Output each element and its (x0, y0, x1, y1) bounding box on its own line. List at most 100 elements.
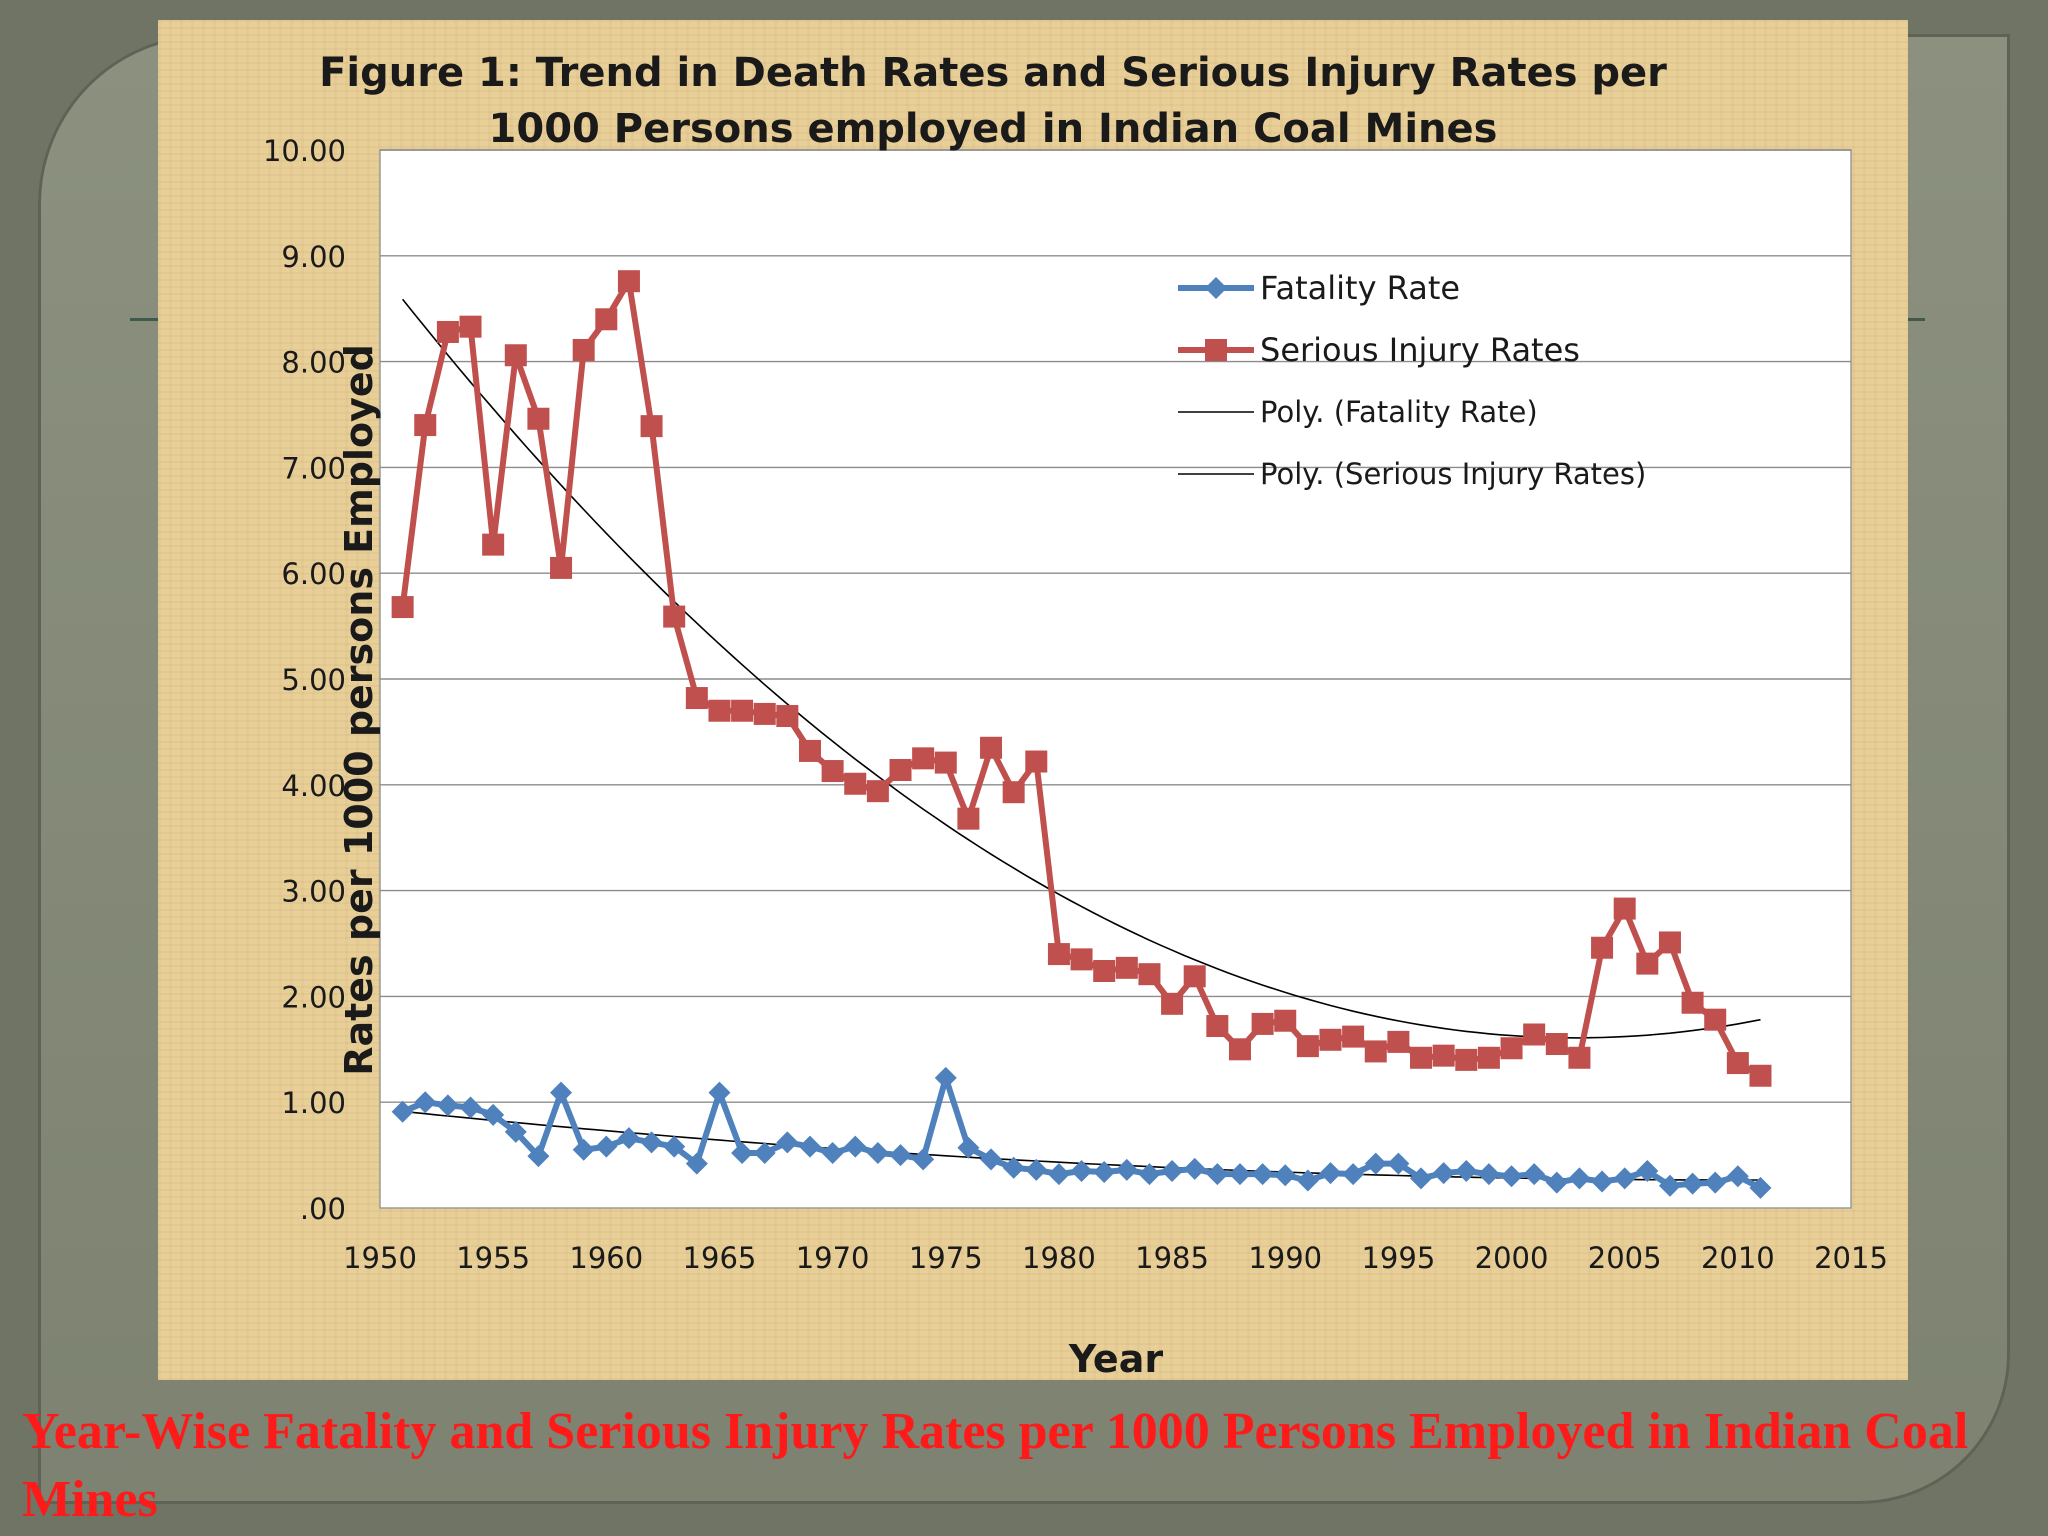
slide-caption: Year-Wise Fatality and Serious Injury Ra… (22, 1403, 1969, 1528)
fatality-rate-point (663, 1135, 686, 1158)
fatality-rate-point (1138, 1163, 1161, 1186)
fatality-rate-point (1070, 1159, 1093, 1182)
y-tick-labels: .00 1.00 2.00 3.00 4.00 5.00 6.00 7.00 8.00 9.00 1… (263, 134, 346, 1226)
fatality-rate-point (1025, 1158, 1048, 1181)
x-tick-label: 1995 (1361, 1241, 1435, 1275)
serious-injury-rates-point (776, 705, 799, 728)
serious-injury-rates-point (708, 699, 731, 722)
serious-injury-rates-point (1364, 1040, 1387, 1063)
serious-injury-rates-point (1296, 1035, 1319, 1058)
serious-injury-rates-point (844, 772, 867, 795)
fatality-rate-point (1432, 1162, 1455, 1185)
fatality-rate-point (1387, 1152, 1410, 1175)
serious-injury-rates-point (1410, 1046, 1433, 1069)
serious-injury-rates-point (1658, 931, 1681, 954)
fatality-rate-point (1274, 1164, 1297, 1187)
x-tick-label: 2015 (1814, 1241, 1888, 1275)
fatality-rate-point (572, 1138, 595, 1161)
fatality-rate-point (1183, 1157, 1206, 1180)
serious-injury-rates-point (1704, 1008, 1727, 1031)
y-tick-label: 1.00 (281, 1086, 346, 1120)
fatality-rate-point (1047, 1163, 1070, 1186)
fatality-rate-point (482, 1103, 505, 1126)
fatality-rate-point (391, 1100, 414, 1123)
fatality-rate-point (1545, 1171, 1568, 1194)
fatality-rate-point (640, 1131, 663, 1154)
fatality-rate-point (685, 1152, 708, 1175)
serious-injury-rates-point (889, 758, 912, 781)
serious-injury-rates-point (1206, 1015, 1229, 1038)
fatality-rate-point (1251, 1163, 1274, 1186)
fatality-rate-point (1636, 1159, 1659, 1182)
x-tick-label: 1990 (1248, 1241, 1322, 1275)
serious-injury-rates-point (1183, 965, 1206, 988)
serious-injury-rates-point (1025, 750, 1048, 773)
serious-injury-rates-point (1477, 1046, 1500, 1069)
serious-injury-rates-point (1500, 1037, 1523, 1060)
serious-injury-rates-point (436, 320, 459, 343)
fatality-rate-point (1726, 1165, 1749, 1188)
serious-injury-rates-point (1613, 897, 1636, 920)
y-axis-label: Rates per 1000 persons Employed (337, 344, 381, 1076)
chart-title-line-2: 1000 Persons employed in Indian Coal Min… (489, 106, 1498, 152)
serious-injury-rates-point (1545, 1033, 1568, 1056)
fatality-rate-point (957, 1136, 980, 1159)
fatality-rate-point (1364, 1152, 1387, 1175)
x-tick-label: 1960 (569, 1241, 643, 1275)
fatality-rate-point (459, 1096, 482, 1119)
serious-injury-rates-point (640, 415, 663, 438)
serious-injury-rates-point (1319, 1028, 1342, 1051)
serious-injury-rates-point (957, 807, 980, 830)
serious-injury-rates-point (391, 596, 414, 619)
serious-injury-rates-point (866, 780, 889, 803)
fatality-rate-point (1319, 1162, 1342, 1185)
serious-injury-rates-point (504, 344, 527, 367)
fatality-rate-point (980, 1148, 1003, 1171)
legend-swatch-marker (1205, 277, 1227, 299)
gridlines (380, 149, 1851, 1103)
serious-injury-rates-point (1726, 1052, 1749, 1075)
serious-injury-rates-point (798, 739, 821, 762)
chart-panel: .00 1.00 2.00 3.00 4.00 5.00 6.00 7.00 8.00 9.00 1… (158, 20, 1908, 1380)
fatality-rate-point (912, 1148, 935, 1171)
x-axis-label: Year (1068, 1337, 1163, 1380)
serious-injury-rates-point (1591, 936, 1614, 959)
serious-injury-rates-point (1228, 1038, 1251, 1061)
serious-injury-rates-point (731, 699, 754, 722)
serious-injury-rates-point (1274, 1009, 1297, 1032)
fatality-rate-point (753, 1141, 776, 1164)
x-tick-label: 1950 (343, 1241, 417, 1275)
legend: Fatality Rate Serious Injury Rates Poly. (… (1178, 269, 1646, 491)
y-tick-label: .00 (300, 1192, 346, 1226)
fatality-rate-point (1161, 1159, 1184, 1182)
fatality-rate-point (504, 1120, 527, 1143)
fatality-rate-point (1704, 1171, 1727, 1194)
serious-injury-rates-point (1432, 1044, 1455, 1067)
fatality-rate-point (934, 1066, 957, 1089)
fatality-rate-point (527, 1145, 550, 1168)
serious-injury-rates-point (1138, 963, 1161, 986)
x-tick-label: 1965 (683, 1241, 757, 1275)
x-tick-label: 2005 (1588, 1241, 1662, 1275)
fatality-rate-point (1296, 1169, 1319, 1192)
serious-injury-rates-point (459, 315, 482, 338)
fatality-rate-point (617, 1127, 640, 1150)
fatality-rate-point (436, 1094, 459, 1117)
x-tick-label: 2010 (1701, 1241, 1775, 1275)
serious-injury-rates-point (1636, 952, 1659, 975)
serious-injury-rates-point (1093, 960, 1116, 983)
fatality-rate-point (1206, 1163, 1229, 1186)
y-tick-label: 9.00 (281, 240, 346, 274)
serious-injury-rates-point (1342, 1025, 1365, 1048)
serious-injury-rates-point (1002, 781, 1025, 804)
chart-title-line-1: Figure 1: Trend in Death Rates and Serio… (319, 50, 1667, 96)
serious-injury-rates-point (753, 702, 776, 725)
y-tick-label: 7.00 (281, 451, 346, 485)
serious-injury-rates-point (685, 687, 708, 710)
fatality-rate-point (889, 1144, 912, 1167)
legend-label: Fatality Rate (1260, 269, 1460, 307)
serious-injury-rates-point (1161, 992, 1184, 1015)
fatality-rate-point (798, 1135, 821, 1158)
fatality-rate-point (1228, 1163, 1251, 1186)
x-tick-label: 1970 (796, 1241, 870, 1275)
